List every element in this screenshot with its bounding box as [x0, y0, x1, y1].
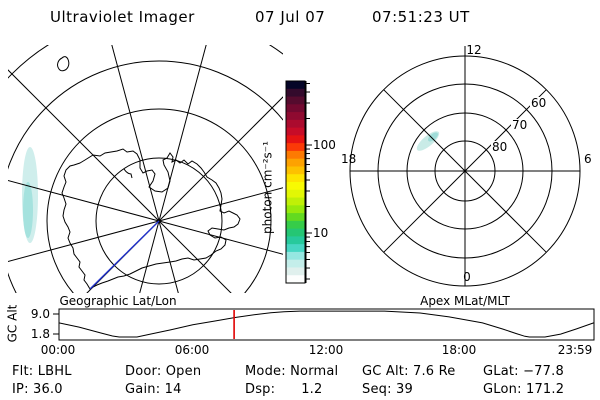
colorbar [285, 80, 312, 284]
coast-detail [123, 168, 133, 179]
time-tick-0000: 00:00 [40, 343, 76, 357]
status-mode: Mode: Normal [245, 364, 339, 379]
geographic-plot [8, 45, 283, 293]
status-gc-alt: GC Alt: 7.6 Re [362, 364, 456, 379]
time-tick-2359: 23:59 [557, 343, 593, 357]
auroral-patch [416, 131, 440, 151]
grid-spoke [158, 45, 207, 222]
colorbar-segment [286, 236, 305, 245]
time-label: 07:51:23 UT [372, 8, 470, 26]
apex-plot [349, 46, 581, 287]
grid-spoke [8, 180, 160, 222]
status-ip: IP: 36.0 [12, 382, 63, 397]
grid-ring [8, 60, 283, 293]
time-tick-0600: 06:00 [174, 343, 210, 357]
status-seq: Seq: 39 [362, 382, 413, 397]
colorbar-segment [286, 267, 305, 276]
app-title: Ultraviolet Imager [50, 8, 195, 26]
colorbar-segment [286, 251, 305, 261]
colorbar-segment [286, 228, 305, 237]
grid-spoke [383, 170, 466, 253]
status-gain: Gain: 14 [125, 382, 182, 397]
orbit-track-line [89, 220, 160, 290]
time-tick-1200: 12:00 [308, 343, 344, 357]
colorbar-segment [286, 244, 305, 253]
colorbar-segment [286, 158, 305, 167]
ytick-1.8-label: 1.8 [30, 327, 50, 341]
mlt-label-0: 0 [463, 270, 471, 284]
grid-spoke [139, 220, 160, 293]
colorbar-segment [286, 220, 305, 230]
grid-ring [8, 45, 283, 79]
island-outline [57, 56, 70, 72]
colorbar-segment [286, 104, 305, 113]
colorbar-segment [286, 213, 305, 222]
colorbar-segment [286, 88, 305, 98]
grid-spoke [158, 220, 283, 255]
mlat-ring-label-60: 60 [530, 96, 548, 110]
time-tick-1800: 18:00 [441, 343, 477, 357]
grid-spoke [464, 170, 547, 253]
colorbar-tick-100: 100 [313, 138, 336, 152]
grid-spoke [8, 220, 160, 262]
colorbar-unit-label: photon cm⁻²s⁻¹ [260, 141, 275, 234]
colorbar-segment [286, 143, 305, 152]
colorbar-segment [286, 135, 305, 144]
altitude-curve [58, 310, 594, 338]
colorbar-segment [286, 81, 305, 90]
colorbar-segment [286, 174, 305, 183]
antarctica-coastline [61, 148, 241, 290]
status-door: Door: Open [125, 364, 202, 379]
grid-spoke [158, 187, 283, 222]
colorbar-segment [286, 119, 305, 129]
grid-spoke [8, 69, 160, 222]
colorbar-segment [286, 205, 305, 214]
ytick-9-label: 9.0 [30, 307, 50, 321]
status-dsp: Dsp: 1.2 [245, 382, 323, 397]
status-glat: GLat: −77.8 [483, 364, 564, 379]
auroral-patch-core [428, 132, 438, 142]
grid-spoke [111, 45, 160, 222]
colorbar-tick-10: 10 [313, 226, 329, 240]
gc-alt-axis-label: GC Alt [5, 304, 20, 343]
mlat-ring-label-70: 70 [511, 118, 529, 132]
colorbar-segment [286, 275, 305, 284]
geographic-caption: Geographic Lat/Lon [59, 294, 177, 308]
colorbar-segment [286, 259, 305, 268]
grid-ring [95, 157, 223, 285]
status-flt: Flt: LBHL [12, 364, 72, 379]
colorbar-segment [286, 166, 305, 175]
status-glon: GLon: 171.2 [483, 382, 565, 397]
mlt-label-18: 18 [341, 152, 357, 166]
grid-spoke [158, 220, 179, 293]
date-label: 07 Jul 07 [255, 8, 326, 26]
colorbar-segment [286, 96, 305, 105]
grid-spoke [158, 220, 232, 293]
colorbar-segment [286, 182, 305, 191]
grid-spoke [158, 96, 283, 222]
airglow-patch-left-core [23, 182, 33, 238]
mlat-ring-label-80: 80 [491, 140, 509, 154]
gc-alt-strip-chart [53, 308, 595, 341]
colorbar-segment [286, 197, 305, 206]
mlt-label-12: 12 [466, 43, 482, 57]
colorbar-border [285, 80, 306, 284]
colorbar-segment [286, 189, 305, 199]
grid-spoke [383, 89, 466, 172]
colorbar-segment [286, 150, 305, 160]
colorbar-segment [286, 112, 305, 121]
grid-ring [46, 108, 272, 293]
apex-caption: Apex MLat/MLT [420, 294, 510, 308]
colorbar-segment [286, 127, 305, 136]
mlt-label-6: 6 [584, 152, 592, 166]
strip-frame [58, 308, 595, 341]
